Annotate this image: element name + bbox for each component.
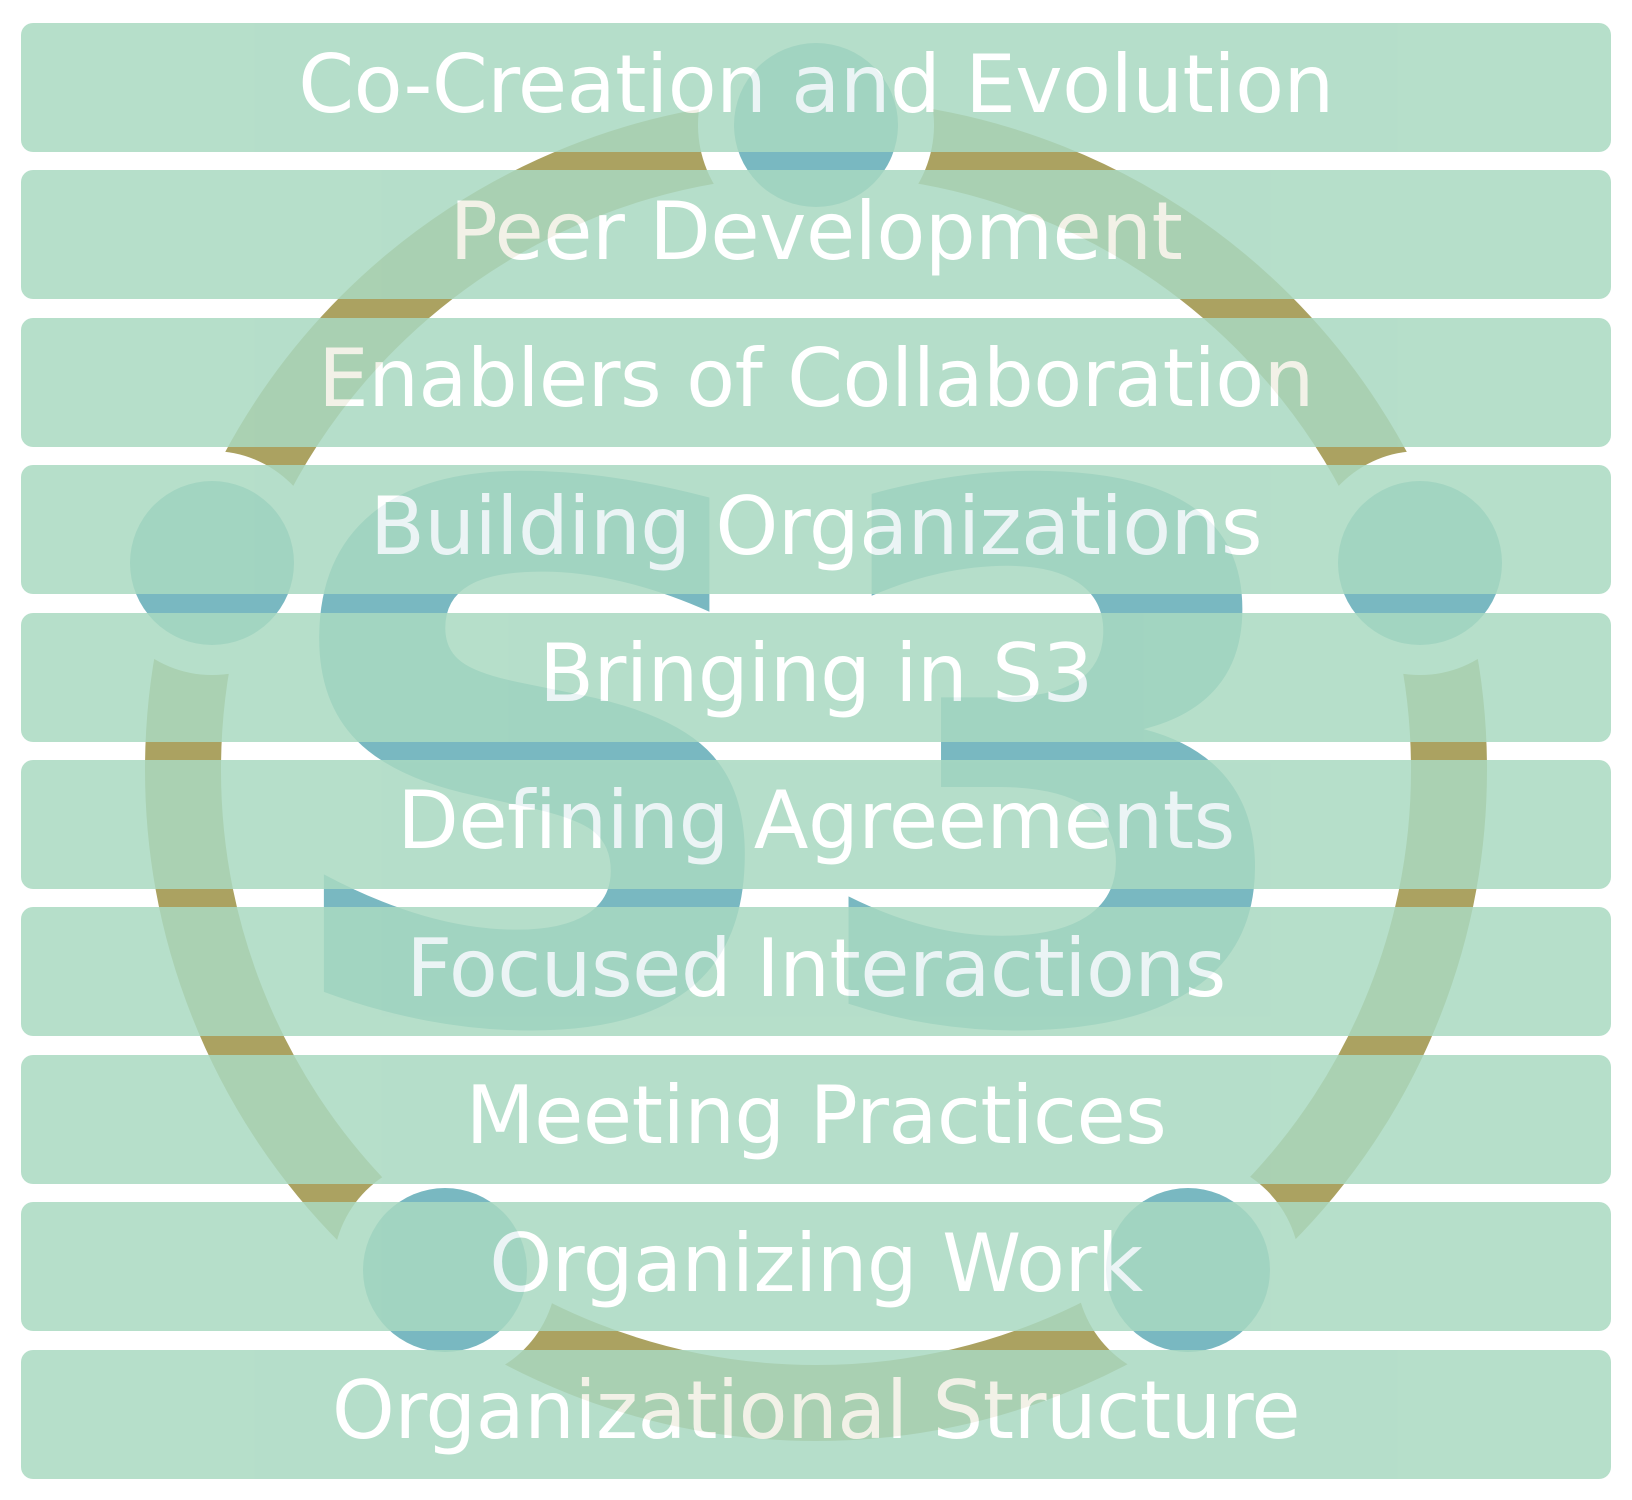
- practice-area-band: Peer Development: [21, 170, 1611, 300]
- practice-area-band: Defining Agreements: [21, 759, 1611, 889]
- practice-area-band: Organizational Structure: [21, 1349, 1611, 1479]
- practice-area-band: Enablers of Collaboration: [21, 317, 1611, 447]
- practice-area-band: Building Organizations: [21, 465, 1611, 595]
- practice-area-label: Organizational Structure: [331, 1364, 1301, 1458]
- practice-area-band: Bringing in S3: [21, 612, 1611, 742]
- practice-area-label: Enablers of Collaboration: [318, 332, 1314, 426]
- practice-area-band: Organizing Work: [21, 1202, 1611, 1332]
- practice-area-label: Focused Interactions: [406, 921, 1226, 1015]
- practice-area-label: Meeting Practices: [465, 1069, 1167, 1163]
- practice-area-label: Bringing in S3: [539, 627, 1093, 721]
- practice-area-band: Meeting Practices: [21, 1054, 1611, 1184]
- practice-area-band: Co-Creation and Evolution: [21, 23, 1611, 152]
- practice-area-label: Peer Development: [449, 184, 1183, 278]
- practice-area-band: Focused Interactions: [21, 907, 1611, 1037]
- practice-area-label: Defining Agreements: [397, 774, 1235, 868]
- practice-area-label: Co-Creation and Evolution: [298, 37, 1334, 131]
- practice-areas-stack: Co-Creation and Evolution Peer Developmen…: [21, 23, 1611, 1497]
- practice-area-label: Organizing Work: [489, 1216, 1143, 1310]
- practice-area-label: Building Organizations: [369, 479, 1263, 573]
